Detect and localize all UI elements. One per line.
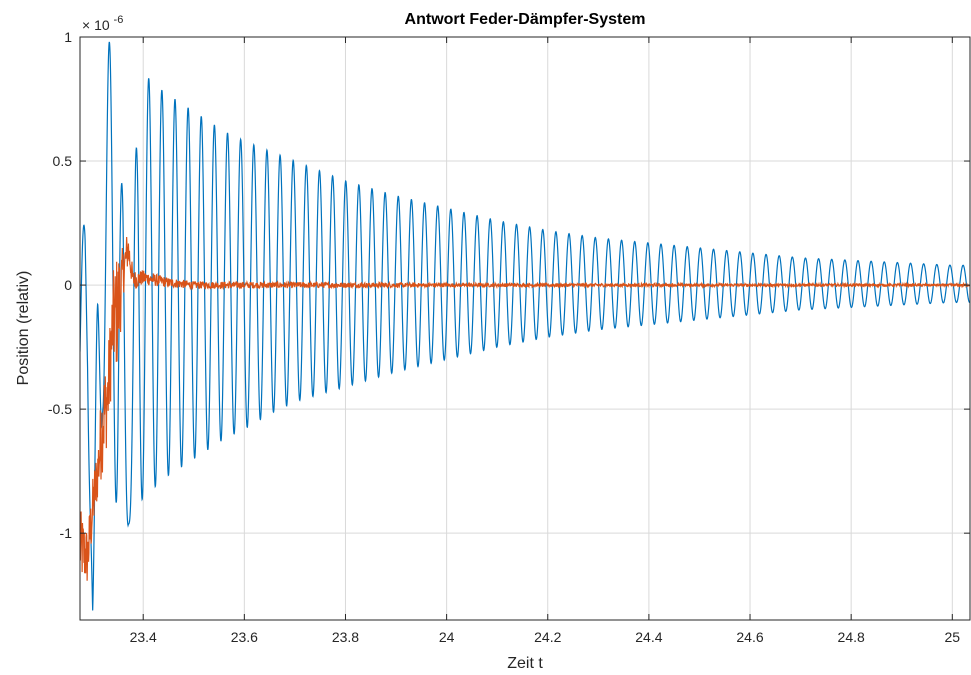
plot-frame — [79, 36, 971, 621]
y-exponent-base: × 10 — [82, 17, 110, 33]
x-tick-label: 24.6 — [736, 629, 763, 645]
x-tick-label: 24.4 — [635, 629, 662, 645]
series-line-1 — [80, 41, 970, 611]
y-axis-label: Position (relativ) — [15, 271, 32, 386]
x-tick-label: 23.8 — [332, 629, 359, 645]
chart-title: Antwort Feder-Dämpfer-System — [405, 11, 646, 28]
y-exponent-label: × 10 -6 — [82, 14, 123, 33]
series-line-2 — [80, 236, 970, 581]
y-exponent-power: -6 — [114, 14, 124, 26]
y-axis-ticks: 1 0.5 0 -0.5 -1 — [48, 29, 970, 541]
x-axis-ticks: 23.4 23.6 23.8 24 24.2 24.4 24.6 24.8 25 — [130, 37, 961, 645]
x-tick-label: 25 — [945, 629, 961, 645]
x-tick-label: 24.8 — [838, 629, 865, 645]
y-tick-label: -1 — [60, 525, 73, 541]
x-tick-label: 24.2 — [534, 629, 561, 645]
y-tick-label: 1 — [64, 29, 72, 45]
y-tick-label: 0.5 — [53, 153, 73, 169]
x-tick-label: 23.4 — [130, 629, 157, 645]
series-layer — [80, 41, 970, 611]
x-tick-label: 24 — [439, 629, 455, 645]
y-tick-label: -0.5 — [48, 401, 72, 417]
x-axis-label: Zeit t — [507, 655, 543, 672]
x-tick-label: 23.6 — [231, 629, 258, 645]
y-tick-label: 0 — [64, 277, 72, 293]
